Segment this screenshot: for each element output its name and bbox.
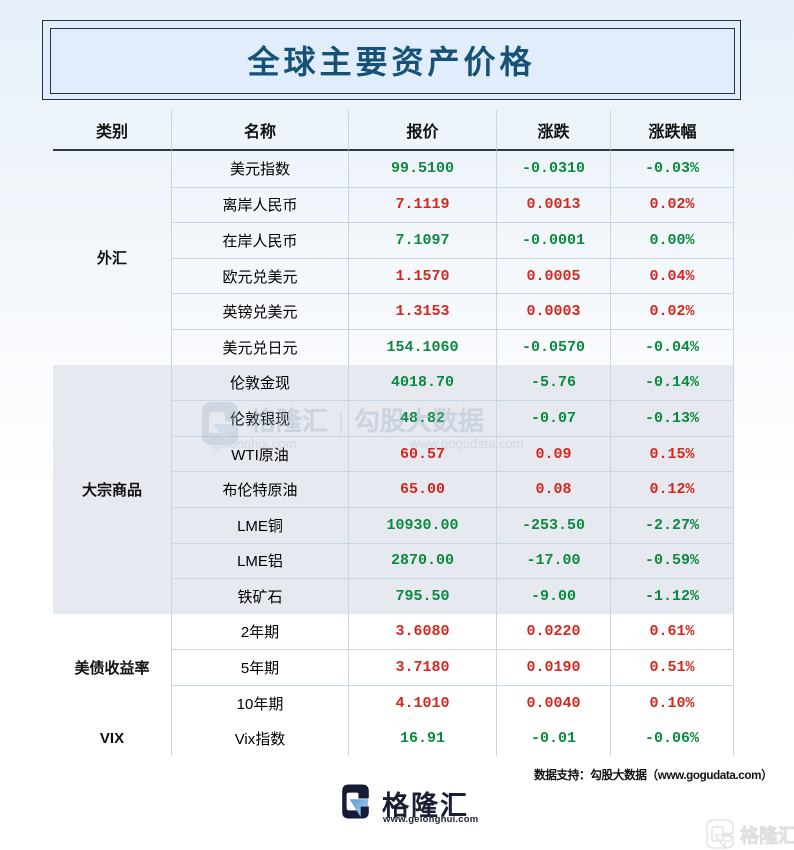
svg-text:勾股大数据: 勾股大数据	[354, 406, 484, 436]
svg-text:格隆汇: 格隆汇	[250, 406, 328, 436]
svg-text:|: |	[338, 409, 344, 436]
svg-text:gelonghui.com: gelonghui.com	[212, 436, 297, 451]
svg-text:www.gogudata.com: www.gogudata.com	[409, 436, 523, 451]
svg-text:格隆汇: 格隆汇	[740, 824, 794, 847]
